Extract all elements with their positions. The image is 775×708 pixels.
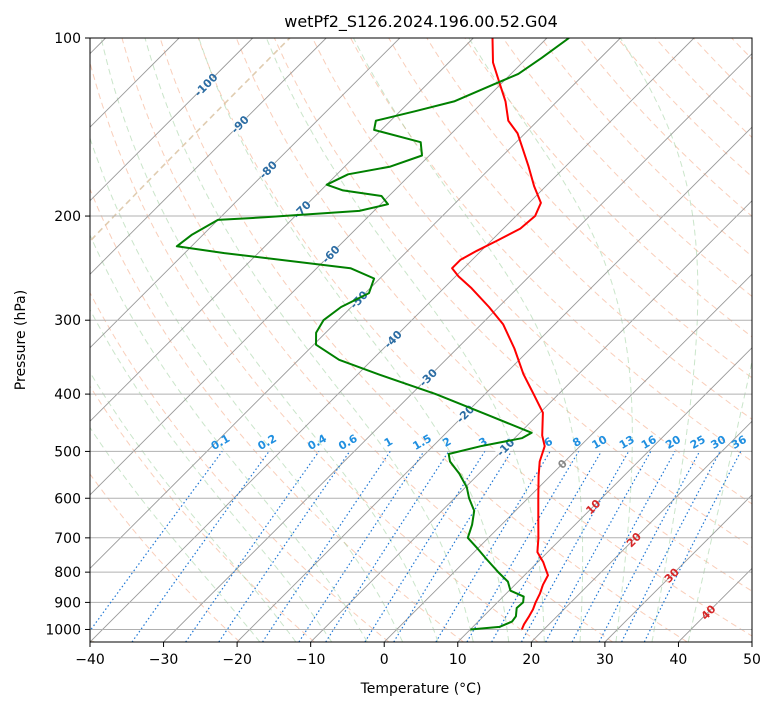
isotherm-line — [457, 347, 752, 642]
x-axis: −40 −30 −20 −10 0 10 20 30 40 50 — [75, 642, 761, 668]
temperature-profile-line — [451, 38, 549, 630]
dry-adiabat — [464, 38, 752, 338]
mixing-ratio-line — [325, 451, 450, 642]
dewpoint-profile-line — [175, 38, 570, 631]
x-axis-label: Temperature (°C) — [360, 681, 482, 697]
dry-adiabat — [90, 60, 539, 642]
moist-adiabat — [265, 38, 545, 642]
y-tick-label: 1000 — [45, 622, 81, 638]
dry-adiabat — [350, 38, 752, 462]
isotherm-line — [90, 38, 474, 422]
label-backdrop — [227, 111, 252, 136]
x-tick-label: 50 — [743, 652, 761, 668]
y-tick-label: 400 — [54, 387, 81, 403]
isotherm-line — [530, 420, 752, 642]
moist-adiabat — [100, 38, 439, 642]
y-tick-label: 200 — [54, 209, 81, 225]
x-tick-label: −10 — [296, 652, 326, 668]
y-axis: 100 200 300 400 500 600 700 800 900 1000 — [45, 31, 90, 638]
x-tick-label: 30 — [596, 652, 614, 668]
dry-adiabat — [388, 38, 752, 420]
isotherm-line — [383, 273, 752, 642]
isotherm-line — [90, 38, 327, 275]
moist-adiabat — [619, 38, 699, 642]
dry-adiabat — [90, 187, 464, 642]
x-tick-label: −30 — [149, 652, 179, 668]
label-backdrop — [255, 156, 280, 182]
mixing-ratio-line — [520, 451, 630, 642]
y-tick-label: 300 — [54, 313, 81, 329]
mixing-ratio-line — [545, 451, 652, 642]
dry-adiabat — [90, 385, 315, 642]
chart-title: wetPf2_S126.2024.196.00.52.G04 — [284, 12, 558, 32]
isotherm-line — [310, 200, 752, 642]
label-backdrop — [380, 326, 405, 351]
y-tick-label: 600 — [54, 491, 81, 507]
isotherm-line — [90, 38, 401, 349]
moist-adiabat — [468, 38, 633, 642]
moist-adiabat — [90, 233, 368, 642]
y-axis-label: Pressure (hPa) — [13, 290, 29, 390]
moist-adiabat — [90, 371, 297, 642]
x-tick-label: 20 — [522, 652, 540, 668]
dry-adiabat — [312, 38, 752, 505]
x-tick-label: 10 — [449, 652, 467, 668]
dry-adiabat — [502, 38, 752, 298]
isotherm-line — [604, 494, 752, 642]
dry-adiabat — [90, 291, 390, 642]
dry-adiabat — [426, 38, 752, 379]
moist-adiabat — [687, 359, 752, 642]
y-tick-label: 500 — [54, 444, 81, 460]
mixing-ratio-line — [298, 451, 425, 642]
dry-adiabat — [90, 473, 241, 642]
y-tick-label: 100 — [54, 31, 81, 47]
mixing-ratio-line — [131, 451, 270, 642]
moist-adiabat — [198, 38, 510, 642]
mixing-ratio-line — [90, 451, 223, 632]
mixing-ratio-line — [643, 451, 742, 642]
mixing-ratio-line — [262, 451, 391, 642]
y-tick-label: 900 — [54, 595, 81, 611]
dry-adiabat — [121, 38, 613, 642]
label-backdrop — [415, 364, 440, 389]
moist-adiabat — [90, 136, 404, 642]
plot-frame — [89, 37, 753, 643]
dry-adiabat — [273, 38, 752, 548]
dry-adiabat — [235, 38, 752, 592]
isotherm-line — [163, 52, 752, 642]
mixing-ratio-line — [571, 451, 676, 642]
mixing-ratio-line — [393, 451, 512, 642]
moist-adiabat — [90, 426, 261, 642]
label-backdrop — [317, 241, 343, 266]
moist-adiabat — [90, 308, 333, 642]
dry-adiabat — [159, 38, 688, 642]
isotherm-line — [90, 38, 254, 202]
isotherm-line — [90, 38, 548, 496]
x-tick-label: −40 — [75, 652, 105, 668]
isotherm-line — [236, 126, 752, 642]
y-tick-label: 800 — [54, 565, 81, 581]
mixing-ratio-line — [185, 451, 320, 642]
moist-adiabat — [144, 38, 474, 642]
label-backdrop — [193, 72, 218, 97]
y-tick-label: 700 — [54, 531, 81, 547]
mixing-ratio-line — [218, 451, 351, 642]
x-tick-label: 40 — [670, 652, 688, 668]
moist-adiabat — [352, 38, 584, 642]
x-tick-label: 0 — [380, 652, 389, 668]
x-tick-label: −20 — [222, 652, 252, 668]
